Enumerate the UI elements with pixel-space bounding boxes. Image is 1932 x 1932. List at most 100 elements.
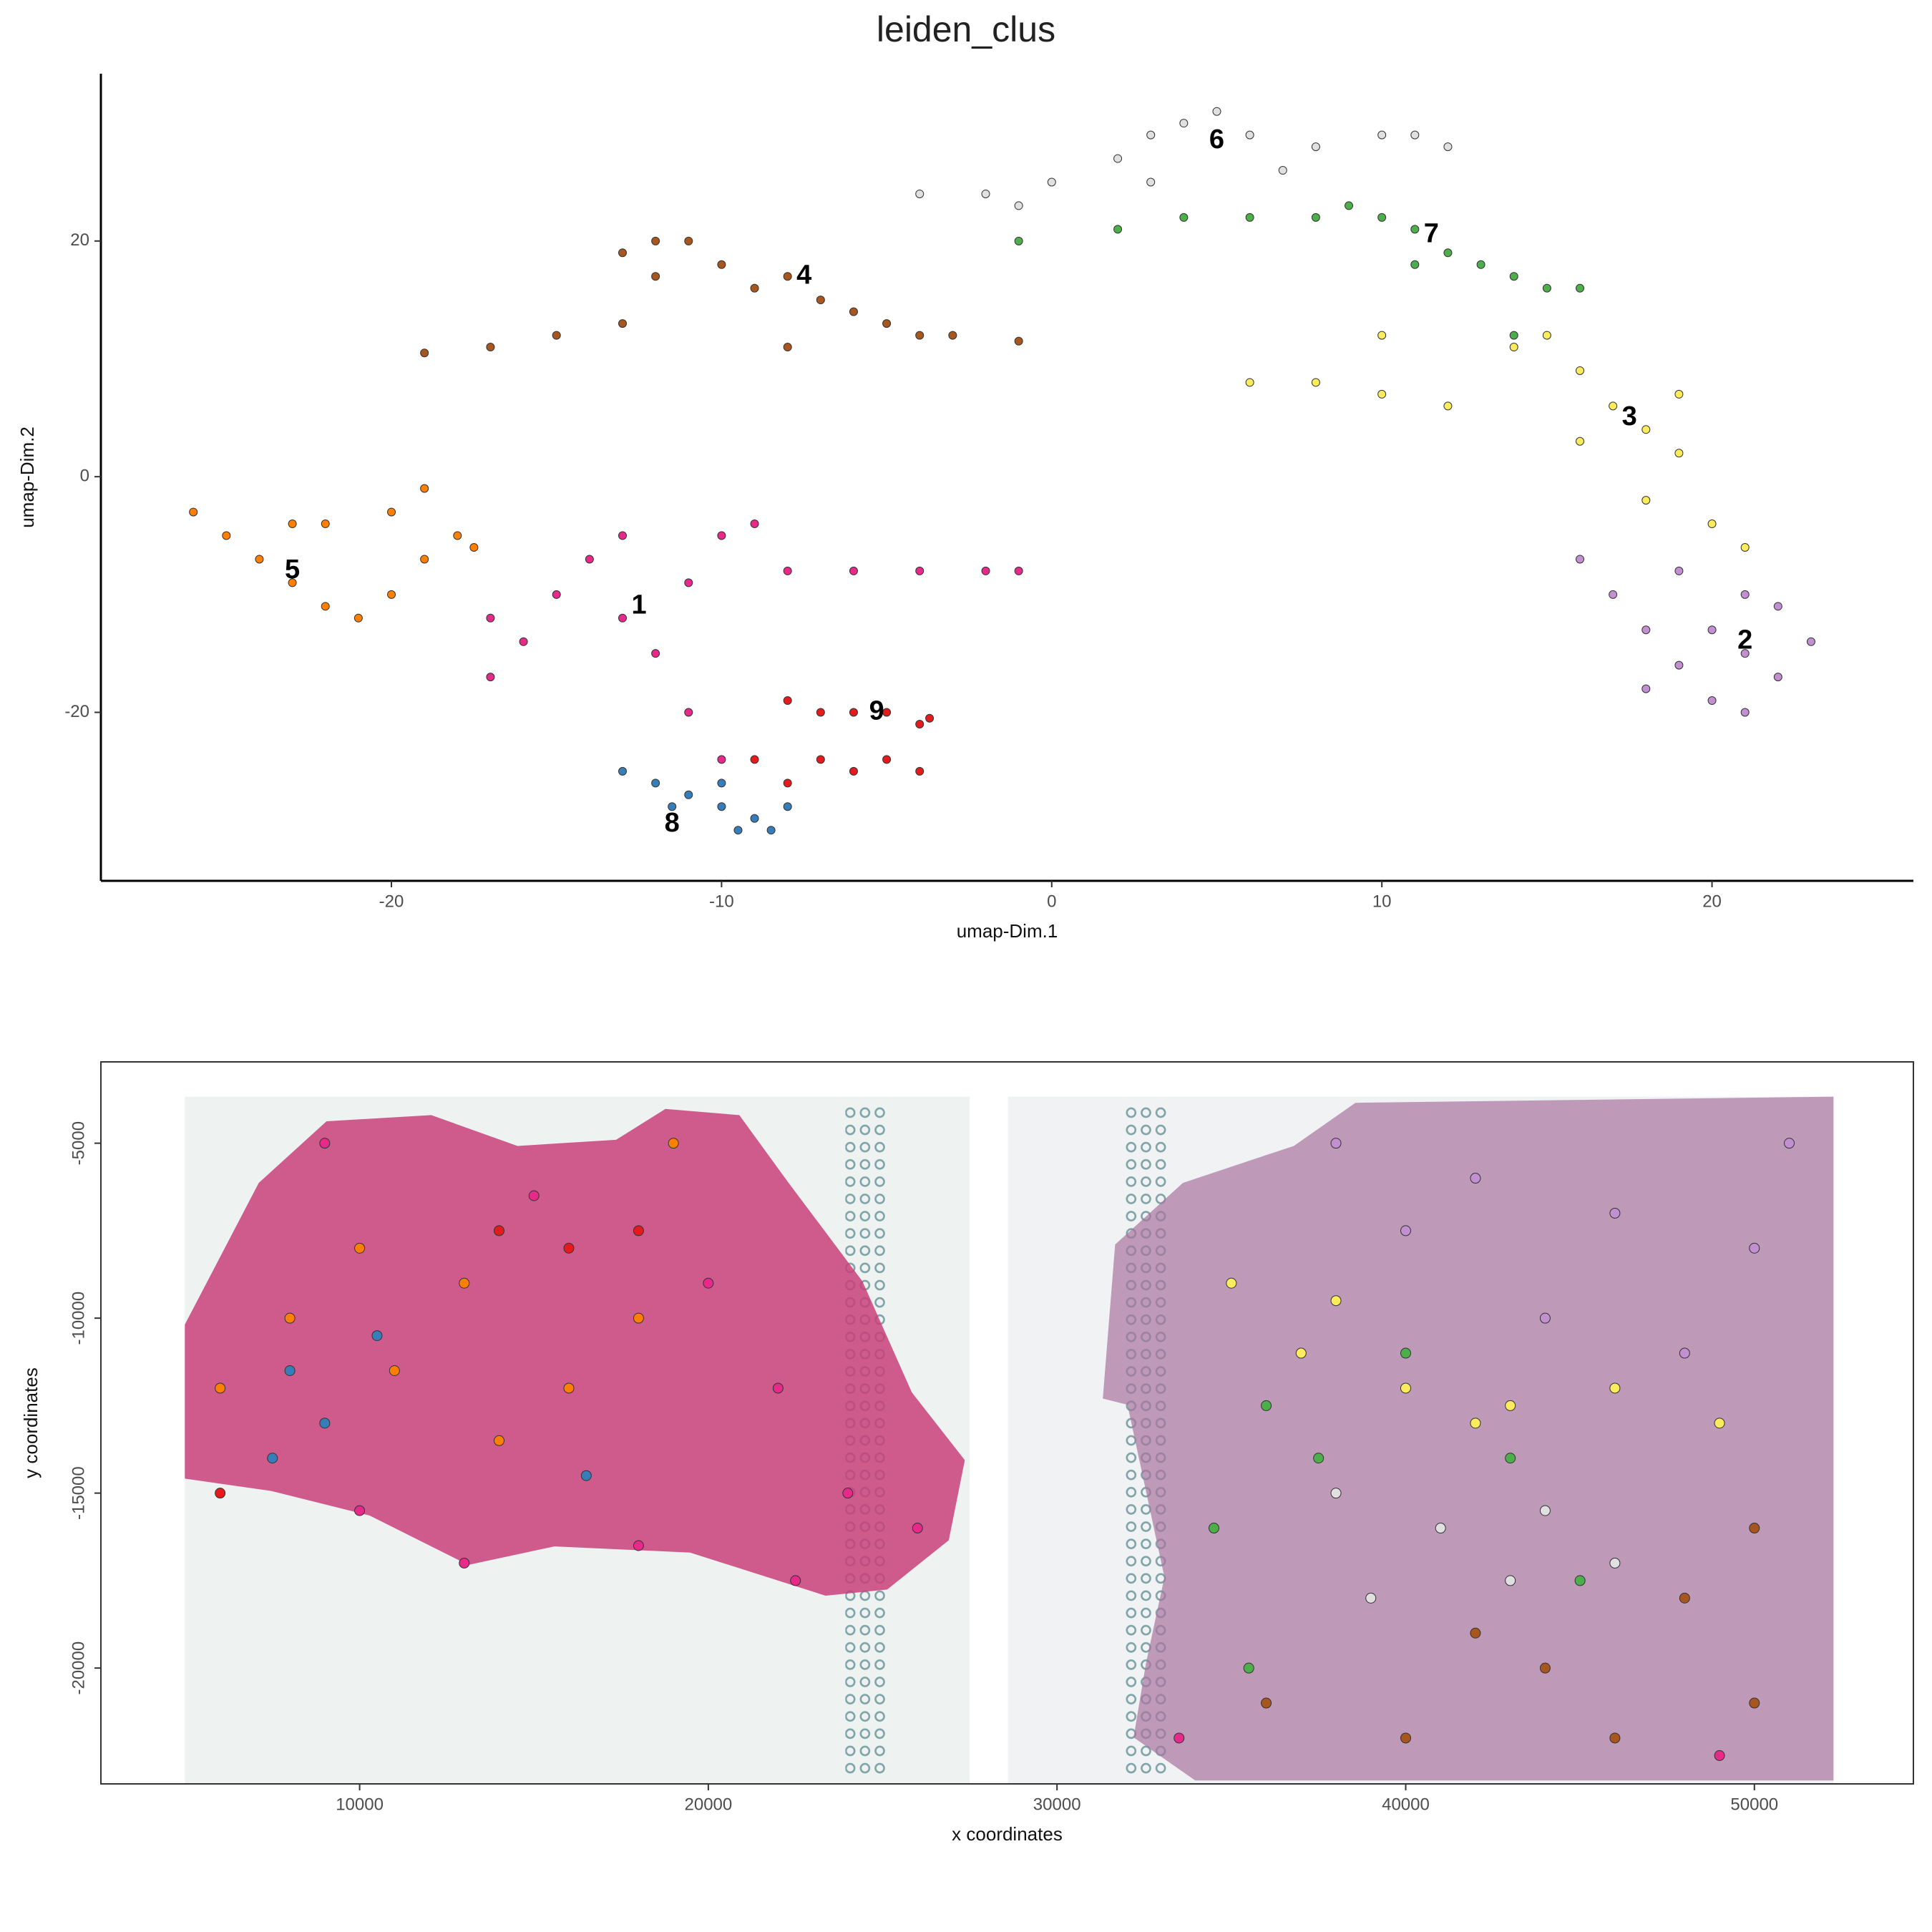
point (1179, 213, 1189, 222)
cluster-label: 8 (665, 808, 680, 838)
point (849, 766, 858, 776)
point (668, 1138, 679, 1149)
cluster-label: 5 (285, 555, 300, 585)
point (633, 1225, 644, 1236)
point (750, 519, 759, 529)
point (319, 1138, 331, 1149)
point (1641, 684, 1651, 693)
point (1208, 1523, 1219, 1534)
x-tick-label: 0 (1047, 892, 1056, 911)
point (1400, 1732, 1411, 1744)
point (1470, 1418, 1481, 1429)
point (915, 566, 924, 575)
point (1377, 130, 1387, 140)
point (1505, 1400, 1516, 1411)
point (1674, 449, 1684, 458)
point (783, 343, 792, 352)
point (519, 637, 528, 646)
point (1749, 1242, 1760, 1254)
point (1740, 649, 1750, 658)
point (288, 578, 297, 587)
point (684, 578, 693, 587)
point (1641, 496, 1651, 505)
y-tick-label: -20000 (69, 1641, 88, 1695)
point (1400, 1347, 1411, 1359)
point (1330, 1295, 1342, 1307)
point (925, 713, 935, 723)
point (1749, 1523, 1760, 1534)
point (469, 542, 479, 552)
point (1014, 566, 1023, 575)
point (1245, 378, 1254, 387)
point (1509, 331, 1518, 340)
point (1773, 673, 1782, 682)
x-tick-label: -10 (709, 892, 734, 911)
point (1740, 708, 1750, 717)
x-tick-label: 30000 (1033, 1795, 1081, 1814)
x-tick-label: 40000 (1382, 1795, 1430, 1814)
y-tick-label: -10000 (69, 1292, 88, 1345)
x-tick-label: 10 (1372, 892, 1392, 911)
point (1377, 389, 1387, 399)
point (1542, 331, 1551, 340)
y-axis-label: y coordinates (20, 1367, 42, 1478)
cluster-label: 3 (1622, 401, 1637, 431)
x-tick-label: 10000 (336, 1795, 384, 1814)
point (1400, 1225, 1411, 1236)
chart-title: leiden_clus (877, 9, 1055, 49)
point (733, 826, 743, 835)
point (717, 260, 726, 269)
point (493, 1435, 504, 1446)
point (783, 566, 792, 575)
point (1313, 1453, 1324, 1464)
point (1212, 107, 1221, 116)
point (1539, 1312, 1551, 1324)
point (1539, 1662, 1551, 1674)
point (1245, 213, 1254, 222)
point (1047, 177, 1056, 187)
point (563, 1242, 575, 1254)
point (816, 708, 825, 717)
point (618, 613, 627, 623)
point (486, 343, 495, 352)
point (1365, 1592, 1377, 1604)
point (389, 1365, 400, 1376)
point (321, 519, 330, 529)
y-tick-label: -5000 (69, 1121, 88, 1165)
cluster-label: 7 (1424, 219, 1439, 249)
point (1226, 1277, 1237, 1289)
point (1714, 1750, 1725, 1761)
point (1245, 130, 1254, 140)
point (651, 779, 660, 788)
point (1243, 1662, 1254, 1674)
point (1295, 1347, 1307, 1359)
point (684, 790, 693, 799)
point (790, 1575, 801, 1586)
point (1311, 378, 1320, 387)
point (255, 555, 264, 564)
point (486, 613, 495, 623)
point (321, 602, 330, 611)
point (668, 802, 677, 811)
point (459, 1557, 470, 1568)
x-tick-label: 20 (1702, 892, 1722, 911)
point (284, 1365, 296, 1376)
point (1773, 602, 1782, 611)
point (651, 649, 660, 658)
point (1609, 1382, 1621, 1394)
point (882, 708, 892, 717)
point (1609, 1207, 1621, 1219)
cluster-label: 2 (1737, 625, 1752, 655)
point (1330, 1488, 1342, 1499)
point (288, 519, 297, 529)
point (1609, 401, 1618, 411)
point (684, 236, 693, 245)
point (1113, 225, 1123, 234)
cluster-label: 9 (869, 696, 884, 726)
point (1443, 248, 1453, 258)
point (1278, 166, 1287, 175)
point (1261, 1400, 1272, 1411)
x-tick-label: -20 (379, 892, 404, 911)
point (948, 331, 957, 340)
point (703, 1277, 714, 1289)
